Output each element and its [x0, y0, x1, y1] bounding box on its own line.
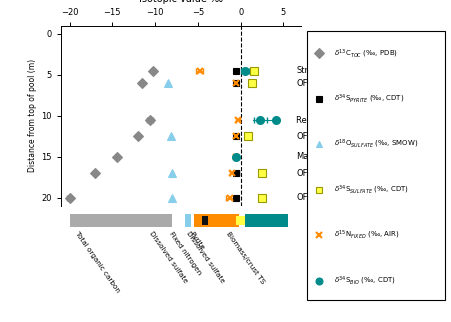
Text: Dissolved sulfate: Dissolved sulfate — [184, 231, 225, 285]
Bar — [236, 216, 244, 225]
Text: $\delta^{34}$S$_{BIO}$ (‰, CDT): $\delta^{34}$S$_{BIO}$ (‰, CDT) — [333, 274, 395, 287]
Bar — [69, 214, 172, 227]
Bar — [210, 214, 239, 227]
X-axis label: Isotopic value ‰: Isotopic value ‰ — [138, 0, 222, 4]
Text: $\delta^{34}$S$_{SULFATE}$ (‰, CDT): $\delta^{34}$S$_{SULFATE}$ (‰, CDT) — [333, 184, 408, 196]
Text: $\delta^{34}$S$_{PYRITE}$ (‰, CDT): $\delta^{34}$S$_{PYRITE}$ (‰, CDT) — [333, 93, 403, 105]
Text: $\delta^{15}$N$_{FIXED}$ (‰, AIR): $\delta^{15}$N$_{FIXED}$ (‰, AIR) — [333, 229, 399, 241]
Text: Mat: Mat — [296, 152, 311, 161]
Text: OF0: OF0 — [296, 79, 313, 88]
Text: Red Crust: Red Crust — [296, 116, 337, 125]
Bar — [201, 216, 207, 225]
Bar — [244, 214, 287, 227]
Bar — [184, 214, 191, 227]
Text: Biomass/crust TS: Biomass/crust TS — [225, 231, 265, 285]
Text: Fixed nitrogen: Fixed nitrogen — [167, 231, 202, 276]
FancyBboxPatch shape — [306, 31, 444, 300]
Text: Dissolved sulfate: Dissolved sulfate — [147, 231, 188, 285]
Bar — [193, 214, 210, 227]
Text: OF2: OF2 — [296, 169, 313, 178]
Text: Pyrite: Pyrite — [187, 231, 204, 251]
Text: Total organic carbon: Total organic carbon — [74, 231, 121, 294]
Text: OF1: OF1 — [296, 132, 313, 141]
Text: OF3: OF3 — [296, 194, 313, 203]
Text: Streamer: Streamer — [296, 66, 335, 75]
Text: $\delta^{13}$C$_{TOC}$ (‰, PDB): $\delta^{13}$C$_{TOC}$ (‰, PDB) — [333, 47, 397, 60]
Text: $\delta^{18}$O$_{SULFATE}$ (‰, SMOW): $\delta^{18}$O$_{SULFATE}$ (‰, SMOW) — [333, 138, 417, 150]
Y-axis label: Distance from top of pool (m): Distance from top of pool (m) — [28, 59, 37, 173]
